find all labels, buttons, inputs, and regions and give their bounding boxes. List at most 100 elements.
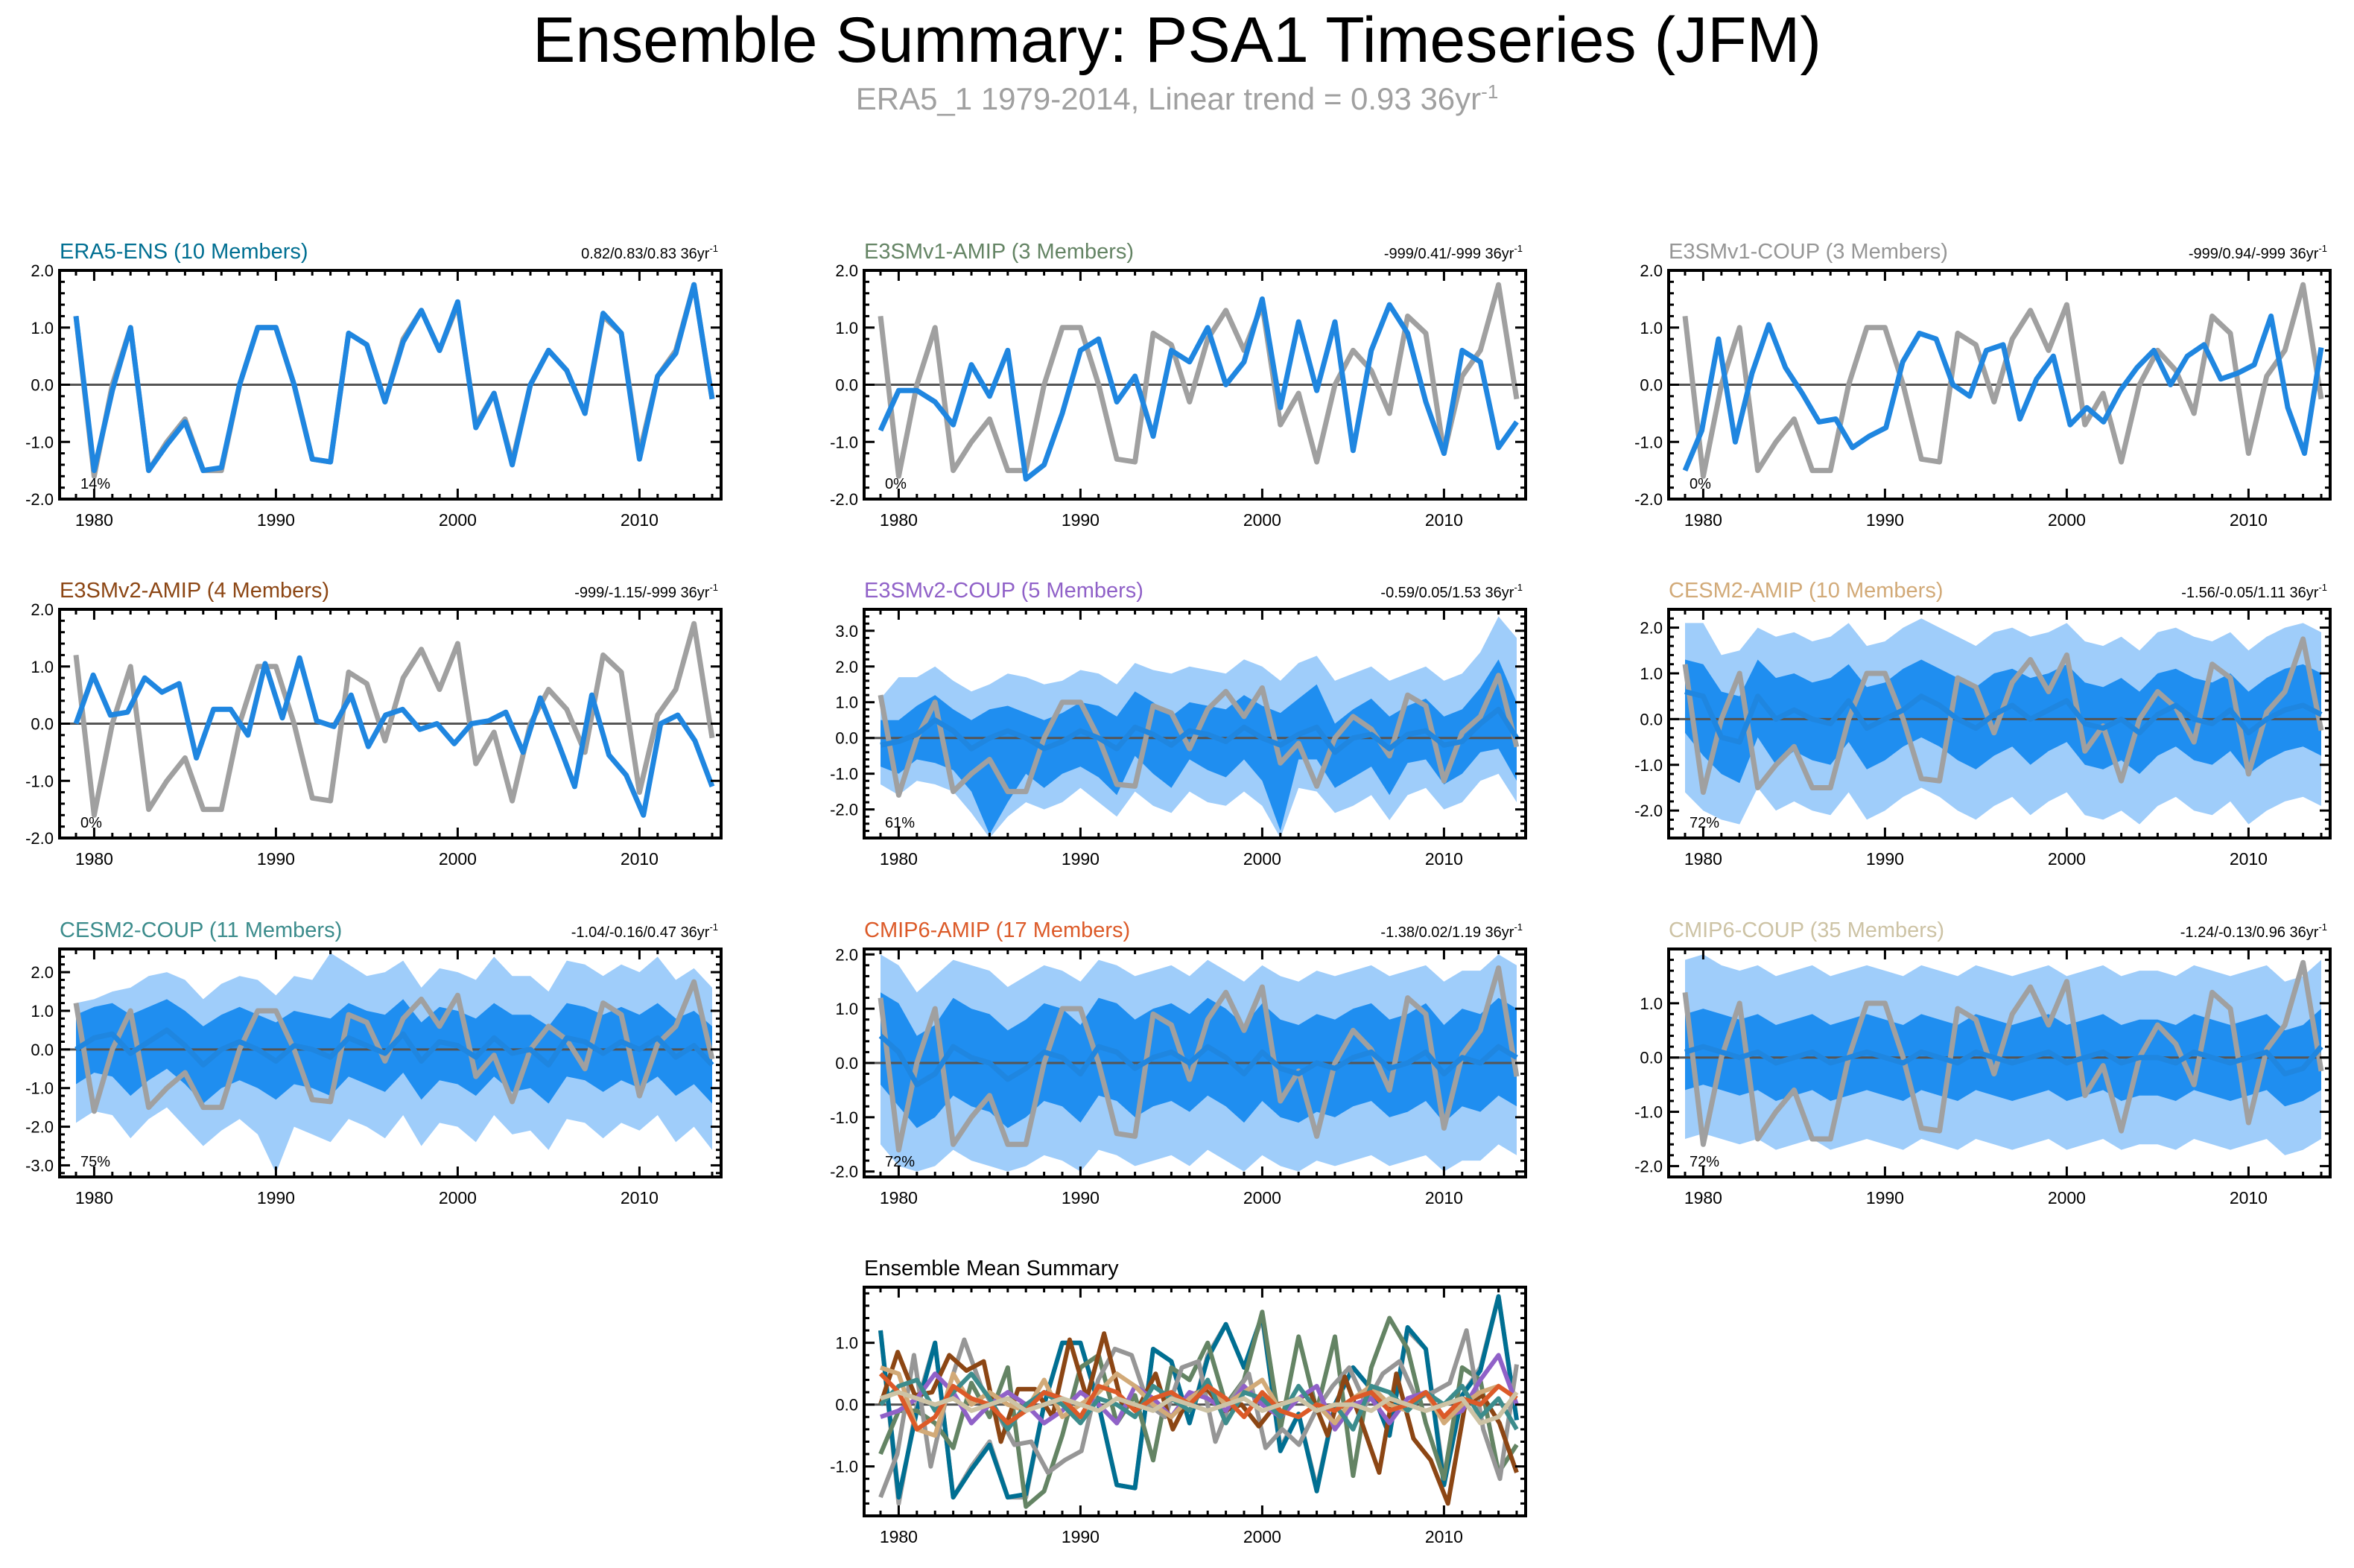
panel-frame [1667, 948, 2332, 1178]
panel-8: CMIP6-COUP (35 Members) -1.24/-0.13/0.96 … [1634, 918, 2332, 1207]
y-tick-label: 0.0 [1640, 1049, 1663, 1067]
trend-label: -999/0.94/-999 36yr-1 [2189, 243, 2327, 262]
x-tick-label: 2000 [2048, 510, 2086, 530]
trend-text: -999/0.94/-999 36yr [2189, 246, 2319, 262]
panel-5: CESM2-AMIP (10 Members) -1.56/-0.05/1.11 … [1634, 579, 2332, 869]
obs-line [878, 282, 1520, 479]
plot-area [864, 1294, 1526, 1509]
panel-title: E3SMv1-COUP (3 Members) [1669, 240, 1948, 264]
y-tick-label: 1.0 [31, 319, 54, 337]
plot-area [60, 282, 721, 479]
y-tick-label: 0.0 [835, 729, 858, 748]
y-tick-label: -2.0 [830, 1163, 858, 1181]
percentile-label: 72% [1690, 1154, 1719, 1170]
x-tick-label: 1990 [1866, 510, 1904, 530]
x-tick-label: 2010 [1425, 849, 1463, 869]
obs-line [73, 979, 715, 1114]
trend-sup: -1 [1514, 582, 1523, 593]
x-tick-label: 2000 [439, 1188, 477, 1207]
percentile-label: 0% [885, 476, 907, 492]
y-tick-label: -1.0 [830, 433, 858, 451]
panel-title: Ensemble Mean Summary [864, 1257, 1119, 1280]
trend-sup: -1 [709, 921, 718, 933]
x-tick-label: 2010 [2230, 510, 2268, 530]
sub-title: ERA5_1 1979-2014, Linear trend = 0.93 36… [0, 80, 2354, 117]
inner-spread-band [1685, 659, 2321, 784]
x-tick-label: 1990 [257, 510, 295, 530]
x-tick-label: 2010 [1425, 1527, 1463, 1546]
y-tick-label: 3.0 [835, 622, 858, 641]
summary-mean-line [880, 1390, 1519, 1426]
trend-sup: -1 [709, 243, 718, 254]
panel-2: E3SMv1-COUP (3 Members) -999/0.94/-999 36… [1634, 240, 2332, 530]
panel-7: CMIP6-AMIP (17 Members) -1.38/0.02/1.19 3… [830, 918, 1527, 1207]
title-block: Ensemble Summary: PSA1 Timeseries (JFM) … [0, 0, 2354, 117]
percentile-label: 72% [1690, 815, 1719, 831]
x-tick-label: 1990 [1062, 1188, 1100, 1207]
y-tick-label: -1.0 [1634, 756, 1663, 775]
plot-area [60, 953, 721, 1173]
trend-text: -999/-1.15/-999 36yr [574, 585, 710, 601]
y-tick-label: -2.0 [25, 1118, 54, 1137]
x-tick-label: 1980 [880, 1188, 918, 1207]
y-tick-label: -2.0 [1634, 1157, 1663, 1175]
trend-label: -999/0.41/-999 36yr-1 [1384, 243, 1523, 262]
obs-line [73, 620, 715, 818]
y-tick-label: 0.0 [31, 376, 54, 395]
y-tick-label: -1.0 [25, 1079, 54, 1098]
x-tick-label: 1990 [1866, 849, 1904, 869]
y-tick-label: 2.0 [1640, 261, 1663, 280]
y-tick-label: -1.0 [1634, 1103, 1663, 1122]
panel-3: E3SMv2-AMIP (4 Members) -999/-1.15/-999 3… [25, 579, 723, 869]
panel-9: Ensemble Mean Summary 1.0 0.0 -1.0 1980 1990 2… [830, 1257, 1527, 1546]
trend-text: -1.24/-0.13/0.96 36yr [2180, 924, 2319, 941]
y-tick-label: 1.0 [835, 319, 858, 337]
y-tick-label: 0.0 [31, 1041, 54, 1059]
y-tick-label: 0.0 [31, 715, 54, 734]
x-tick-label: 2000 [1243, 1527, 1281, 1546]
x-tick-label: 1980 [1684, 849, 1722, 869]
x-tick-label: 1980 [880, 849, 918, 869]
main-title: Ensemble Summary: PSA1 Timeseries (JFM) [533, 4, 1821, 76]
y-tick-label: 0.0 [835, 1054, 858, 1073]
trend-sup: -1 [1514, 921, 1523, 933]
panel-frame [58, 948, 723, 1178]
ensemble-mean-line [878, 1033, 1518, 1088]
panel-title: CMIP6-AMIP (17 Members) [864, 918, 1130, 942]
trend-sup: -1 [2318, 582, 2327, 593]
panel-4: E3SMv2-COUP (5 Members) -0.59/0.05/1.53 3… [830, 579, 1527, 869]
y-tick-label: -1.0 [830, 1108, 858, 1127]
y-tick-label: 1.0 [835, 693, 858, 712]
trend-text: -999/0.41/-999 36yr [1384, 246, 1514, 262]
percentile-label: 75% [80, 1154, 110, 1170]
y-tick-label: 2.0 [835, 658, 858, 676]
y-tick-label: -1.0 [830, 765, 858, 784]
x-tick-label: 2010 [1425, 510, 1463, 530]
x-tick-label: 2010 [621, 849, 659, 869]
y-tick-label: 1.0 [1640, 319, 1663, 337]
trend-text: -1.38/0.02/1.19 36yr [1380, 924, 1514, 941]
x-tick-label: 2010 [621, 1188, 659, 1207]
trend-label: -1.04/-0.16/0.47 36yr-1 [571, 921, 718, 941]
x-tick-label: 2010 [2230, 849, 2268, 869]
plot-area [864, 282, 1526, 482]
plot-area [1669, 282, 2330, 479]
x-tick-label: 2000 [1243, 1188, 1281, 1207]
panel-title: CESM2-AMIP (10 Members) [1669, 579, 1944, 603]
x-tick-label: 1980 [75, 1188, 113, 1207]
x-tick-label: 2000 [439, 510, 477, 530]
y-tick-label: -2.0 [1634, 490, 1663, 509]
trend-label: -1.24/-0.13/0.96 36yr-1 [2180, 921, 2327, 941]
y-tick-label: 0.0 [835, 1396, 858, 1415]
percentile-label: 14% [80, 476, 110, 492]
sub-title-text: ERA5_1 1979-2014, Linear trend = 0.93 36… [855, 81, 1482, 116]
panel-title: E3SMv1-AMIP (3 Members) [864, 240, 1134, 264]
x-tick-label: 1990 [257, 1188, 295, 1207]
obs-line [1682, 959, 2324, 1147]
percentile-label: 0% [1690, 476, 1711, 492]
trend-label: -999/-1.15/-999 36yr-1 [574, 582, 718, 601]
y-tick-label: -2.0 [25, 829, 54, 848]
y-tick-label: -2.0 [1634, 802, 1663, 820]
y-tick-label: -2.0 [25, 490, 54, 509]
x-tick-label: 1990 [1062, 849, 1100, 869]
